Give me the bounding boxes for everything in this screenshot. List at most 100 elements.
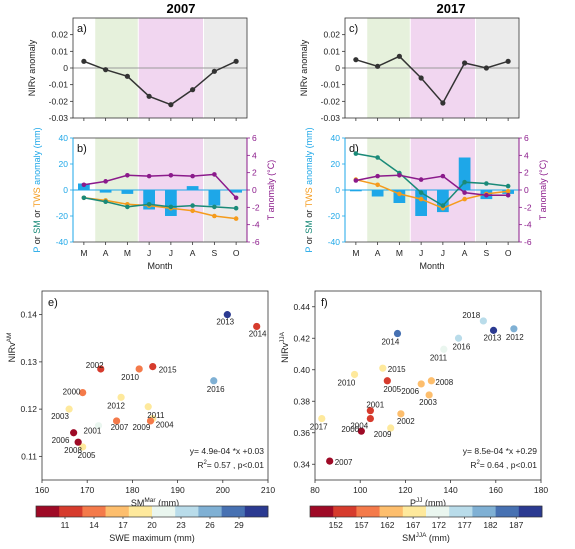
y-tick-label: -0.02: [321, 96, 341, 106]
panel-f: 80 100 120 140 160 180 0.44 0.42 0.40 0.38 0.36 0.3…: [279, 290, 548, 508]
tws-anomaly-point: [462, 196, 467, 202]
x-tick-label: J: [441, 248, 445, 258]
precip-anomaly-bar: [393, 190, 406, 203]
colorbar-tick-label: 29: [234, 520, 244, 530]
scatter-point: [112, 417, 121, 425]
colorbar-swatch: [59, 506, 83, 517]
t-anomaly-point: [103, 179, 108, 184]
panel-label: d): [349, 143, 359, 155]
colorbar-tick-label: 14: [89, 520, 99, 530]
nirv-anomaly-point: [505, 58, 511, 64]
y-axis-label-part: TWS: [304, 187, 314, 207]
point-label: 2016: [207, 385, 225, 394]
regression-stats-part: 2: [476, 460, 480, 466]
y-axis-label: NIRv anomaly: [27, 39, 37, 96]
regression-stats-part: R: [197, 460, 203, 470]
point-label: 2013: [216, 318, 234, 327]
y-axis-label-part: JJA: [279, 331, 286, 343]
nirv-anomaly-point: [483, 65, 489, 71]
scatter-point: [149, 363, 157, 371]
precip-anomaly-bar: [186, 186, 199, 190]
point-label: 2014: [249, 329, 267, 338]
nirv-anomaly-line: [83, 60, 237, 106]
y-tick-label: 0.38: [293, 396, 310, 406]
tws-anomaly-point: [418, 196, 424, 202]
y-tick-label: 0: [335, 63, 340, 73]
y2-tick-label: -6: [524, 237, 532, 247]
y-tick-label: 0.44: [293, 302, 310, 312]
regression-stats-part: 2: [203, 460, 207, 466]
x-tick-label: 80: [310, 485, 320, 495]
scatter-point: [366, 407, 374, 415]
y-tick-label: 20: [59, 159, 69, 169]
point-label: 2002: [397, 417, 415, 426]
y2-tick-label: 4: [252, 150, 257, 160]
scatter-point: [79, 388, 87, 397]
x-axis-label-part: JJ: [416, 497, 423, 504]
sm-anomaly-line: [355, 152, 509, 207]
y2-tick-label: 2: [524, 168, 529, 178]
colorbar-label-part: SM: [402, 533, 416, 543]
title-2017: 2017: [437, 1, 466, 16]
scatter-point: [253, 322, 261, 331]
y-tick-label: 0: [335, 185, 340, 195]
colorbar-tick-label: 182: [483, 520, 497, 530]
scatter-point: [146, 417, 155, 425]
precip-anomaly-bar: [458, 157, 471, 190]
scatter-point: [65, 405, 73, 413]
t-anomaly-point: [397, 172, 402, 178]
colorbar-swatch: [198, 506, 222, 517]
x-tick-label: O: [505, 248, 512, 258]
point-label: 2014: [381, 338, 399, 347]
y2-axis-label: T anomaly (°C): [266, 160, 276, 220]
y-tick-label: 0.36: [293, 428, 310, 438]
scatter-point: [397, 410, 405, 418]
y-tick-label: 0.11: [21, 451, 37, 461]
colorbar-tick-label: 20: [147, 520, 157, 530]
colorbar-swe: 11 14 17 20 23 26 29 SWE maximum (mm): [35, 505, 269, 543]
sm-anomaly-point: [103, 199, 108, 204]
t-anomaly-point: [440, 173, 446, 179]
colorbar-label: SMJJA (mm): [402, 532, 450, 543]
colorbar-swatch: [310, 506, 334, 517]
y2-tick-label: 0: [524, 185, 529, 195]
scatter-point: [387, 424, 395, 432]
nirv-anomaly-point: [146, 93, 152, 99]
y-axis-label: P or SM or TWS anomaly (mm): [304, 127, 314, 252]
regression-stats: R2= 0.57 , p<0.01: [197, 460, 264, 470]
x-tick-label: 140: [444, 485, 458, 495]
y-axis-label: NIRv anomaly: [299, 39, 309, 96]
colorbar-swatch: [221, 506, 246, 517]
y-axis-label-part: NIRv: [7, 342, 17, 362]
sm-anomaly-point: [125, 204, 130, 210]
colorbar-tick-label: 162: [380, 520, 394, 530]
scatter-point: [479, 317, 487, 325]
y-tick-label: -0.03: [49, 113, 69, 123]
y2-tick-label: -2: [252, 202, 260, 212]
x-tick-label: 120: [398, 485, 412, 495]
precip-anomaly-bar: [415, 190, 427, 216]
colorbar-tick-label: 26: [205, 520, 215, 530]
t-anomaly-point: [190, 173, 195, 179]
y-axis-label-part: or: [32, 234, 42, 247]
colorbar-swatch: [244, 506, 269, 517]
point-label: 2001: [84, 427, 102, 436]
nirv-anomaly-point: [103, 67, 109, 73]
scatter-point: [135, 365, 143, 373]
colorbar-label-part: (mm): [426, 533, 450, 543]
point-label: 2008: [435, 378, 453, 387]
scatter-point: [350, 370, 359, 379]
nirv-anomaly-point: [81, 58, 87, 64]
x-tick-label: 180: [534, 485, 548, 495]
nirv-anomaly-point: [168, 102, 174, 108]
scatter-point: [427, 377, 435, 385]
scatter-point: [383, 377, 391, 385]
sm-anomaly-point: [212, 204, 217, 210]
t-anomaly-point: [81, 182, 87, 188]
x-tick-label: O: [233, 248, 240, 258]
plot-frame: [41, 290, 269, 481]
point-label: 2015: [388, 365, 406, 374]
sm-anomaly-point: [418, 190, 424, 195]
point-label: 2012: [506, 333, 524, 342]
